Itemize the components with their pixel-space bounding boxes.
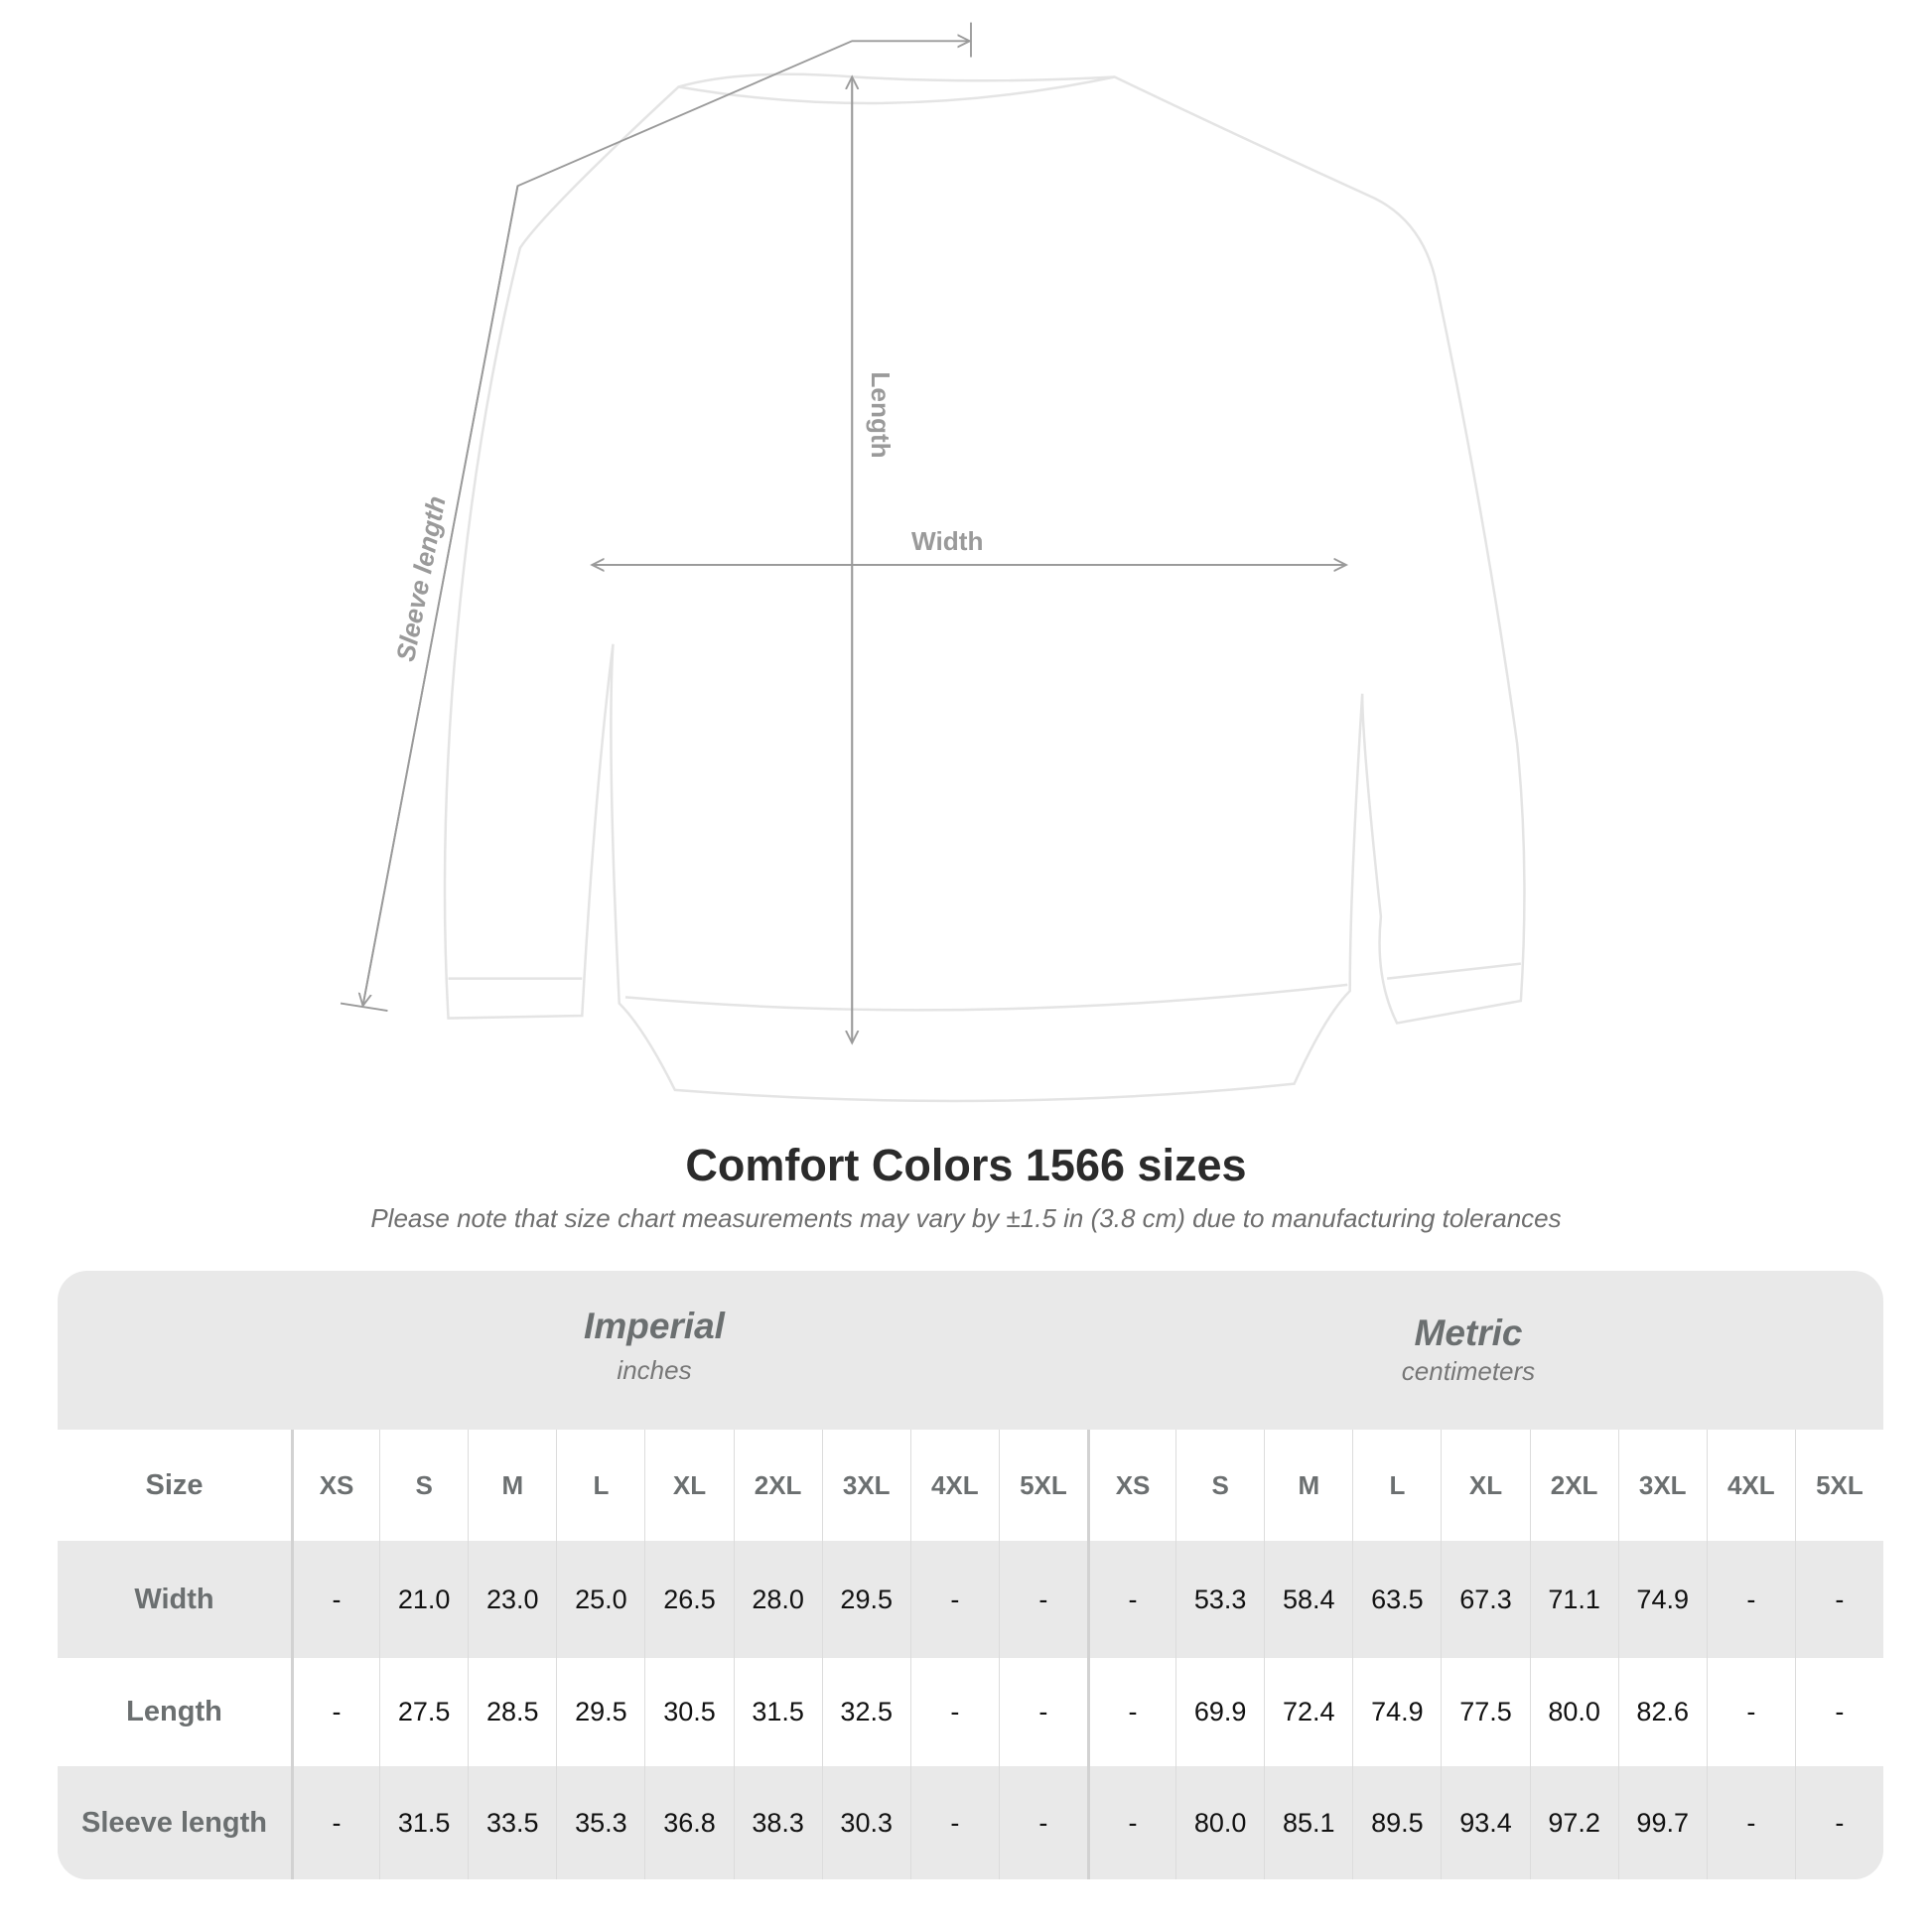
metric-value-cell: 99.7 [1617,1766,1707,1879]
imperial-unit: inches [617,1355,692,1385]
measurement-lines [340,22,1346,1043]
size-header-cell: M [1264,1430,1352,1541]
row-label: Size [145,1468,204,1501]
page-title: Comfort Colors 1566 sizes [685,1140,1247,1190]
size-header-cell: 5XL [998,1430,1087,1541]
size-header-cell: 5XL [1794,1430,1883,1541]
size-header-cell: 2XL [1529,1430,1618,1541]
imperial-value-cell: - [909,1766,999,1879]
size-header-cell: XL [1441,1430,1529,1541]
size-header-row: Size XS S M L XL 2XL 3XL 4XL 5XL XS S M L XL 2XL 3XL 4XL 5… [58,1430,1883,1541]
table-row: Width -21.0 23.0 25.0 26.5 28.0 29.5- - -53.3 58.… [58,1541,1883,1658]
metric-value-cell: 53.3 [1175,1541,1264,1658]
metric-value-cell: - [1794,1658,1883,1766]
length-label: Length [866,371,896,458]
size-header-cell: XS [1087,1430,1175,1541]
metric-value-cell: - [1794,1541,1883,1658]
table-row: Sleeve length -31.5 33.5 35.3 36.8 38.3 30.3- -… [58,1766,1883,1879]
imperial-value-cell: 29.5 [821,1541,910,1658]
metric-value-cell: - [1087,1541,1175,1658]
size-chart-table: Imperial inches Metric centimeters Size X… [58,1271,1883,1879]
imperial-value-cell: - [291,1541,379,1658]
sweatshirt-image [443,72,1526,1103]
imperial-value-cell: 29.5 [556,1658,644,1766]
metric-value-cell: 77.5 [1441,1658,1529,1766]
imperial-value-cell: 27.5 [379,1658,468,1766]
imperial-value-cell: - [291,1658,379,1766]
metric-value-cell: 97.2 [1529,1766,1618,1879]
size-header-cell: 4XL [1706,1430,1795,1541]
imperial-value-cell: 26.5 [644,1541,733,1658]
metric-value-cell: 89.5 [1352,1766,1441,1879]
metric-value-cell: 71.1 [1529,1541,1618,1658]
metric-value-cell: 63.5 [1352,1541,1441,1658]
row-label: Sleeve length [81,1806,267,1839]
imperial-value-cell: 31.5 [733,1658,822,1766]
size-header-cell: 4XL [909,1430,999,1541]
imperial-value-cell: 32.5 [821,1658,910,1766]
metric-title: Metric [1414,1312,1523,1353]
metric-unit: centimeters [1401,1356,1536,1386]
imperial-value-cell: 25.0 [556,1541,644,1658]
tolerance-note: Please note that size chart measurements… [370,1203,1562,1233]
metric-value-cell: - [1087,1658,1175,1766]
sweatshirt-diagram: Length Width Sleeve length [340,22,1526,1103]
imperial-value-cell: - [998,1541,1087,1658]
imperial-value-cell: - [909,1658,999,1766]
metric-value-cell: 80.0 [1529,1658,1618,1766]
size-header-cell: S [1175,1430,1264,1541]
row-label: Length [126,1696,222,1727]
size-header-cell: XL [644,1430,733,1541]
size-header-cell: XS [291,1430,379,1541]
metric-value-cell: 58.4 [1264,1541,1352,1658]
metric-value-cell: 69.9 [1175,1658,1264,1766]
size-header-cell: 3XL [1617,1430,1707,1541]
metric-value-cell: - [1706,1658,1795,1766]
metric-value-cell: - [1794,1766,1883,1879]
metric-value-cell: - [1706,1766,1795,1879]
imperial-value-cell: 30.3 [821,1766,910,1879]
imperial-value-cell: 28.5 [468,1658,556,1766]
imperial-value-cell: 30.5 [644,1658,733,1766]
metric-value-cell: 80.0 [1175,1766,1264,1879]
size-header-cell: M [468,1430,556,1541]
width-label: Width [911,526,983,556]
metric-value-cell: 74.9 [1352,1658,1441,1766]
size-header-cell: L [1352,1430,1441,1541]
metric-value-cell: 72.4 [1264,1658,1352,1766]
imperial-title: Imperial [584,1306,725,1346]
metric-value-cell: 93.4 [1441,1766,1529,1879]
imperial-value-cell: 33.5 [468,1766,556,1879]
imperial-value-cell: - [998,1658,1087,1766]
sleeve-length-label: Sleeve length [390,493,452,663]
imperial-value-cell: 28.0 [733,1541,822,1658]
imperial-header: Imperial inches [356,1306,952,1386]
size-header-cell: 3XL [821,1430,910,1541]
metric-value-cell: 82.6 [1617,1658,1707,1766]
table-row: Length -27.5 28.5 29.5 30.5 31.5 32.5- - -69.9 72… [58,1658,1883,1766]
row-label: Width [134,1583,214,1615]
imperial-value-cell: - [291,1766,379,1879]
imperial-value-cell: 31.5 [379,1766,468,1879]
metric-value-cell: 67.3 [1441,1541,1529,1658]
size-header-cell: S [379,1430,468,1541]
size-header-cell: 2XL [733,1430,822,1541]
imperial-value-cell: - [998,1766,1087,1879]
imperial-value-cell: - [909,1541,999,1658]
metric-value-cell: - [1706,1541,1795,1658]
imperial-value-cell: 23.0 [468,1541,556,1658]
metric-value-cell: - [1087,1766,1175,1879]
metric-header: Metric centimeters [1171,1312,1766,1387]
imperial-value-cell: 35.3 [556,1766,644,1879]
imperial-value-cell: 36.8 [644,1766,733,1879]
metric-value-cell: 74.9 [1617,1541,1707,1658]
size-header-cell: L [556,1430,644,1541]
imperial-value-cell: 21.0 [379,1541,468,1658]
metric-value-cell: 85.1 [1264,1766,1352,1879]
imperial-value-cell: 38.3 [733,1766,822,1879]
